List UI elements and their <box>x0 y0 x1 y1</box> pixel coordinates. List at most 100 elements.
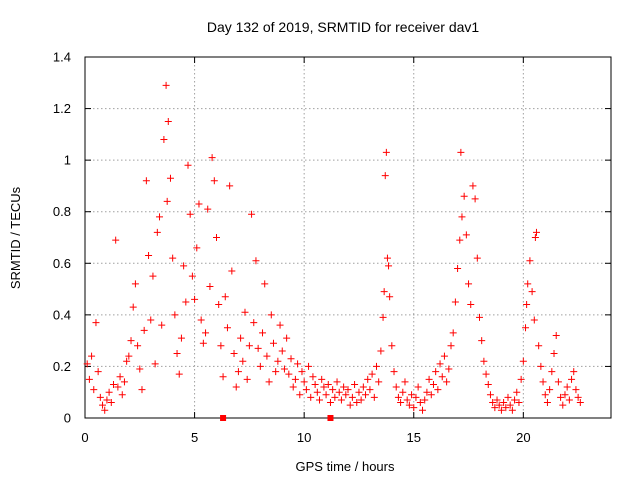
data-point <box>298 368 306 376</box>
data-point <box>493 396 501 404</box>
data-point <box>250 319 258 327</box>
data-point <box>537 362 545 370</box>
data-point <box>287 355 295 363</box>
data-point <box>546 386 554 394</box>
data-point <box>147 316 155 324</box>
data-point <box>451 298 459 306</box>
y-tick-label: 0.8 <box>53 204 71 219</box>
y-tick-label: 1 <box>64 153 71 168</box>
data-point <box>169 254 177 262</box>
data-point <box>456 236 464 244</box>
data-point <box>531 234 539 241</box>
data-point <box>309 373 317 381</box>
data-point <box>210 177 218 185</box>
data-point <box>344 386 352 394</box>
data-point <box>326 399 334 407</box>
data-point <box>381 172 389 180</box>
data-point <box>324 380 332 388</box>
data-point <box>528 288 536 296</box>
data-point <box>364 375 372 383</box>
data-point <box>302 386 310 394</box>
data-point <box>561 391 569 399</box>
data-point <box>574 393 582 401</box>
data-point <box>145 252 153 260</box>
x-tick-label: 10 <box>297 430 311 445</box>
data-point <box>300 378 308 386</box>
data-point <box>541 391 549 399</box>
data-point <box>118 391 126 399</box>
data-point <box>153 228 161 236</box>
y-tick-label: 0.2 <box>53 359 71 374</box>
data-point <box>114 383 122 391</box>
data-point <box>565 396 573 404</box>
data-point <box>408 391 416 399</box>
data-point <box>140 326 148 334</box>
data-point <box>171 311 179 319</box>
data-point <box>103 396 111 404</box>
data-point <box>175 370 183 378</box>
data-point <box>454 264 462 272</box>
data-point <box>506 401 514 409</box>
x-axis-label: GPS time / hours <box>296 459 395 474</box>
data-point <box>385 262 393 270</box>
data-point <box>96 393 104 401</box>
data-point <box>234 368 242 376</box>
data-point <box>429 380 437 388</box>
data-point <box>274 357 282 365</box>
data-point <box>392 383 400 391</box>
data-point <box>532 228 540 236</box>
data-point <box>390 368 398 376</box>
data-point <box>289 383 297 391</box>
data-point <box>213 234 220 241</box>
data-point <box>353 399 361 407</box>
data-point <box>438 373 446 381</box>
data-point <box>457 148 465 156</box>
data-point <box>228 267 236 275</box>
data-point <box>471 195 479 203</box>
data-point <box>180 262 188 270</box>
y-tick-label: 0.6 <box>53 256 71 271</box>
data-point <box>156 213 164 221</box>
data-point <box>296 391 304 399</box>
data-point <box>379 313 387 321</box>
data-point <box>476 313 483 321</box>
data-point <box>217 342 225 350</box>
data-point <box>397 399 405 407</box>
data-point <box>513 388 521 396</box>
data-point <box>226 182 234 190</box>
data-point <box>243 375 251 383</box>
data-point <box>340 383 348 391</box>
data-point <box>337 396 345 404</box>
zero-marker <box>327 415 334 421</box>
data-point <box>85 375 93 383</box>
data-point <box>254 344 262 352</box>
data-point <box>335 388 343 396</box>
data-point <box>447 342 455 350</box>
data-point <box>568 375 576 383</box>
data-point <box>405 401 413 409</box>
data-point <box>188 272 196 280</box>
data-point <box>206 282 214 290</box>
data-point <box>572 386 580 394</box>
data-point <box>515 399 523 407</box>
data-point <box>559 401 567 409</box>
x-tick-label: 15 <box>407 430 421 445</box>
data-point <box>504 393 512 401</box>
data-point <box>372 362 380 370</box>
data-point <box>469 182 477 190</box>
data-point <box>368 370 376 378</box>
data-point <box>186 210 194 218</box>
data-point <box>382 148 390 156</box>
data-point <box>294 360 302 368</box>
data-point <box>151 360 159 368</box>
plot-frame <box>84 56 612 419</box>
data-point <box>90 386 98 394</box>
data-point <box>237 334 245 342</box>
data-point <box>552 331 560 339</box>
data-point <box>138 386 146 394</box>
y-tick-label: 1.2 <box>53 101 71 116</box>
data-point <box>320 383 328 391</box>
data-point <box>388 342 396 350</box>
data-point <box>460 192 468 200</box>
data-point <box>563 383 571 391</box>
